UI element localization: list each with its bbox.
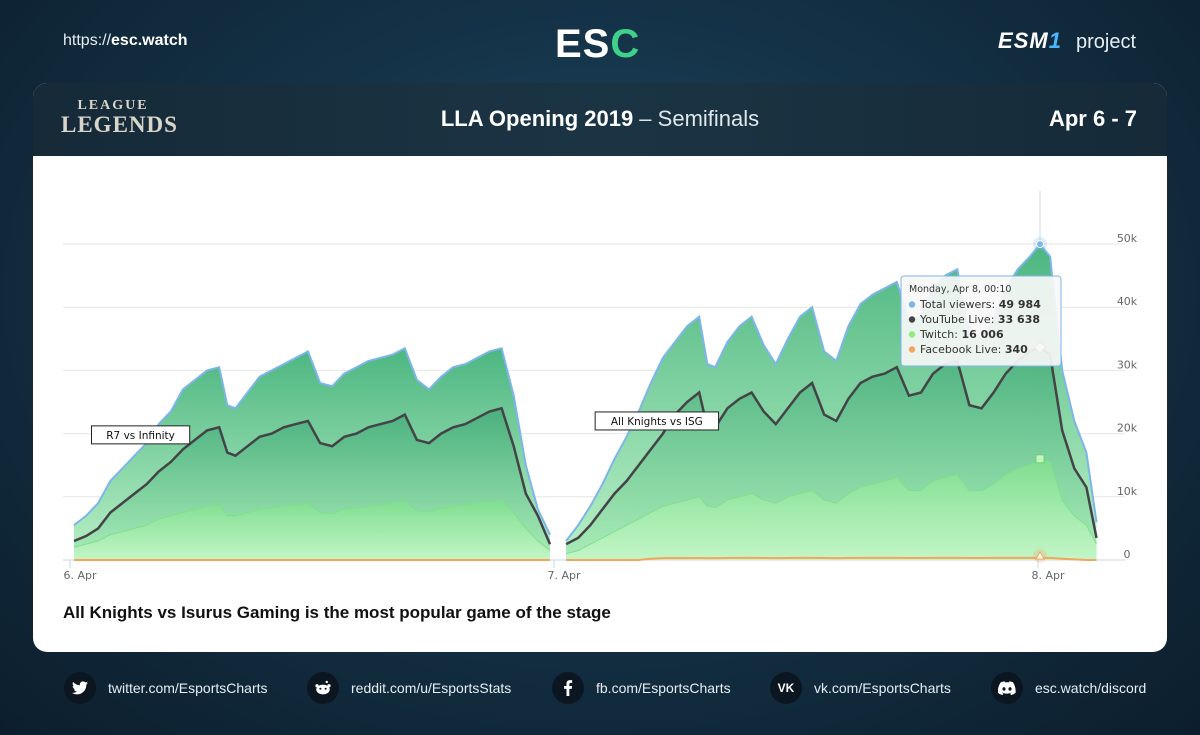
event-title-main: LLA Opening 2019 [440, 106, 634, 131]
tooltip-row-label: Facebook Live: [920, 343, 1005, 356]
tooltip-dot [908, 316, 916, 323]
youtube-line-game1 [73, 406, 552, 545]
tooltip-row: Total viewers: 49 984 [919, 298, 1041, 311]
event-title-sub: Semifinals [657, 106, 760, 131]
tooltip-row: Facebook Live: 340 [920, 343, 1028, 356]
esc-logo-accent: C [610, 22, 641, 66]
annotation-text: All Knights vs ISG [611, 416, 703, 428]
stats-card: LEAGUE LEGENDS LLA Opening 2019 – Semifi… [33, 83, 1167, 652]
tooltip-row-value: 49 984 [999, 298, 1041, 311]
vk-icon: VK [770, 672, 802, 704]
social-footer: twitter.com/EsportsCharts reddit.com/u/E… [0, 670, 1200, 710]
chart-tooltip: Monday, Apr 8, 00:10 Total viewers: 49 98… [900, 237, 1062, 563]
annotation-label: All Knights vs ISG [594, 411, 720, 431]
esm-project-label: project [1075, 31, 1136, 53]
twitch-area-game1 [74, 500, 550, 560]
y-tick-label: 20k [1117, 422, 1138, 435]
y-tick-label: 30k [1117, 358, 1138, 371]
x-tick-label: 7. Apr [547, 569, 580, 582]
game-logo-line2: LEGENDS [61, 112, 178, 137]
social-facebook[interactable]: fb.com/EsportsCharts [552, 670, 731, 706]
twitter-link: twitter.com/EsportsCharts [108, 680, 268, 696]
game-logo-line1: LEAGUE [77, 98, 149, 113]
event-dates: Apr 6 - 7 [1048, 106, 1137, 131]
chart-svg[interactable]: 0 10k 20k 30k 40k 50k 6. Apr 7. Apr 8. Apr R7 vs… [33, 156, 1167, 586]
tooltip-row: Twitch: 16 006 [919, 328, 1004, 341]
twitter-icon [64, 672, 96, 704]
site-url[interactable]: https://esc.watch [63, 32, 188, 50]
event-title-separator: – [633, 106, 658, 131]
social-twitter[interactable]: twitter.com/EsportsCharts [64, 670, 268, 706]
facebook-icon [552, 672, 584, 704]
reddit-link: reddit.com/u/EsportsStats [351, 680, 512, 696]
youtube-line-game2 [565, 345, 1098, 546]
tooltip-row-value: 340 [1005, 343, 1028, 356]
tooltip-row: YouTube Live: 33 638 [919, 313, 1040, 326]
social-discord[interactable]: esc.watch/discord [991, 670, 1146, 706]
y-tick-label: 10k [1117, 485, 1138, 498]
tooltip-row-label: YouTube Live: [919, 313, 998, 326]
tooltip-date: Monday, Apr 8, 00:10 [909, 284, 1011, 295]
annotation-box [90, 425, 191, 445]
viewership-chart: 0 10k 20k 30k 40k 50k 6. Apr 7. Apr 8. Apr R7 vs… [33, 156, 1167, 586]
top-bar: https://esc.watch ESC ESM1 project [0, 0, 1200, 83]
vk-link: vk.com/EsportsCharts [814, 680, 951, 696]
y-tick-label: 0 [1124, 548, 1131, 561]
esm-logo-main: ESM [998, 28, 1049, 53]
discord-icon [991, 672, 1023, 704]
total-viewers-marker [1036, 240, 1045, 249]
tooltip-dot [908, 331, 916, 338]
event-title: LLA Opening 2019 – Semifinals [33, 106, 1167, 132]
annotation-text: R7 vs Infinity [106, 430, 175, 442]
reddit-icon [307, 672, 339, 704]
annotation-box [594, 411, 720, 431]
facebook-line-game2 [566, 556, 1097, 561]
esm-logo-accent: 1 [1048, 28, 1062, 53]
site-url-domain: esc.watch [111, 32, 188, 49]
tooltip-row-value: 33 638 [998, 313, 1040, 326]
x-tick-label: 8. Apr [1031, 569, 1064, 582]
esm-project-logo[interactable]: ESM1 project [998, 28, 1136, 54]
esm-logo: ESM1 [998, 28, 1062, 54]
facebook-marker [1035, 550, 1045, 560]
tooltip-dot [908, 346, 916, 353]
league-of-legends-logo: LEAGUE LEGENDS [61, 98, 178, 141]
social-vk[interactable]: VK vk.com/EsportsCharts [770, 670, 951, 706]
x-tick-label: 6. Apr [63, 569, 96, 582]
site-url-prefix: https:// [63, 32, 112, 49]
y-tick-label: 50k [1117, 232, 1138, 245]
chart-caption: All Knights vs Isurus Gaming is the most… [63, 603, 611, 622]
facebook-link: fb.com/EsportsCharts [596, 680, 731, 696]
chart-axes: 0 10k 20k 30k 40k 50k 6. Apr 7. Apr 8. Apr [63, 232, 1137, 582]
tooltip-dot [908, 301, 916, 308]
tooltip-row-value: 16 006 [962, 328, 1004, 341]
tooltip-row-label: Total viewers: [919, 298, 999, 311]
esc-logo[interactable]: ESC [555, 22, 640, 67]
annotation-label: R7 vs Infinity [90, 425, 191, 445]
card-header: LEAGUE LEGENDS LLA Opening 2019 – Semifi… [33, 83, 1167, 156]
esc-logo-main: ES [555, 22, 611, 66]
y-tick-label: 40k [1117, 295, 1138, 308]
tooltip-row-label: Twitch: [919, 328, 962, 341]
twitch-marker [1035, 454, 1045, 464]
twitch-line-game2 [565, 458, 1097, 555]
tooltip-box [900, 275, 1062, 367]
twitch-line-game1 [73, 500, 551, 551]
discord-link: esc.watch/discord [1035, 680, 1147, 696]
chart-annotations: R7 vs Infinity All Knights vs ISG [90, 411, 720, 445]
social-reddit[interactable]: reddit.com/u/EsportsStats [307, 670, 511, 706]
